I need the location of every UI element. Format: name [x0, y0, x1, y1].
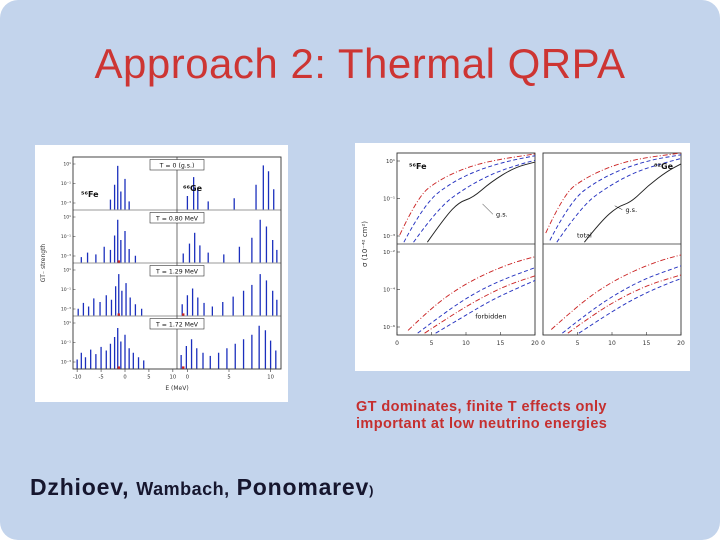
x-tick-label: -5: [98, 375, 103, 381]
cross-section-curve: [424, 275, 536, 334]
cross-section-curve: [413, 159, 536, 243]
temperature-label-box: [149, 159, 205, 171]
temperature-label: T = 1.72 MeV: [155, 321, 199, 328]
x-tick-label: 5: [576, 340, 580, 347]
panel-annotation: total: [577, 232, 592, 240]
x-tick-label: 0: [541, 340, 545, 347]
caption-line-2: important at low neutrino energies: [356, 416, 608, 433]
y-tick-label: 10⁻¹: [61, 181, 71, 187]
y-tick-label: 10⁻³: [61, 307, 71, 313]
y-tick-label: 10⁻²: [383, 249, 395, 256]
red-marker: [117, 366, 120, 369]
caption-text: GT dominates, finite T effects only impo…: [356, 399, 607, 433]
y-tick-label: 10¹: [63, 268, 71, 274]
cross-section-curve: [567, 274, 682, 334]
cross-section-curve: [407, 256, 536, 331]
panel-annotation: g.s.: [496, 211, 508, 219]
temperature-label: T = 0 (g.s.): [159, 162, 195, 169]
y-tick-label: 10⁻⁴: [383, 286, 395, 293]
slide-title: Approach 2: Thermal QRPA: [94, 40, 626, 87]
y-tick-label: 10⁻¹: [61, 340, 71, 346]
y-tick-label: 10¹: [386, 158, 395, 165]
cross-section-curve: [584, 163, 682, 243]
y-axis-label: GT₋ strength: [40, 244, 47, 283]
y-tick-label: 10¹: [63, 162, 71, 168]
cross-section-curve: [403, 155, 536, 243]
cross-section-curve: [550, 254, 682, 330]
isotope-label-fe56: ⁵⁶Fe: [81, 190, 99, 199]
y-tick-label: 10⁻⁶: [383, 324, 395, 331]
cross-section-curve: [549, 154, 682, 241]
red-marker: [182, 366, 185, 369]
x-tick-label: 15: [643, 340, 651, 347]
x-tick-label: 20: [677, 340, 685, 347]
x-tick-label: 0: [123, 375, 126, 381]
x-tick-label: 5: [227, 375, 230, 381]
x-tick-label: 15: [497, 340, 505, 347]
y-axis-label: σ (10⁻⁴² cm²): [361, 221, 369, 267]
cross-section-figure: 10¹ 10⁻¹ 10⁻³ 10⁻² 10⁻⁴ 10⁻⁶ 0 5 10 15 20 0 5 10 15 20 σ…: [355, 143, 690, 371]
x-tick-label: 0: [186, 375, 189, 381]
gt-strength-figure: 10¹ 10⁻¹ 10⁻³ T = 0 (g.s.) 10¹ 10⁻¹ 10⁻³ T = 0.…: [35, 145, 288, 402]
x-tick-label: 5: [430, 340, 434, 347]
credit-author-dzhioev: Dzhioev,: [30, 474, 130, 500]
y-tick-label: 10⁻¹: [61, 234, 71, 240]
red-marker: [117, 313, 120, 316]
temperature-label: T = 0.80 MeV: [155, 215, 199, 222]
x-tick-label: 10: [462, 340, 470, 347]
caption-line-1: GT dominates, finite T effects only: [356, 399, 607, 415]
red-marker: [182, 313, 185, 316]
cross-section-curve: [578, 278, 682, 334]
x-tick-label: -10: [73, 375, 81, 381]
x-axis-label: E (MeV): [165, 385, 188, 392]
y-tick-label: 10⁻³: [61, 254, 71, 260]
panel-annotation: g.s.: [625, 206, 637, 214]
credit-author-wambach: Wambach,: [136, 479, 230, 499]
temperature-label: T = 1.29 MeV: [155, 268, 199, 275]
y-tick-label: 10⁻³: [383, 233, 395, 240]
y-tick-label: 10⁻³: [61, 201, 71, 207]
cross-section-curve: [426, 161, 536, 243]
x-tick-label: 10: [608, 340, 616, 347]
isotope-label: ⁸²Ge: [654, 162, 674, 171]
cross-section-curve: [399, 153, 536, 236]
credit-line: Dzhioev, Wambach, Ponomarev): [30, 474, 373, 501]
cross-section-curve: [556, 158, 682, 243]
x-tick-label: 10: [170, 375, 177, 381]
panel-annotation: forbidden: [475, 313, 506, 321]
annotation-arrow: [614, 205, 623, 210]
temperature-label-box: [149, 212, 205, 224]
isotope-label-ge66: ⁶⁶Ge: [183, 184, 203, 193]
cross-section-curve: [562, 265, 682, 334]
temperature-label-box: [149, 318, 205, 330]
y-tick-label: 10⁻¹: [61, 287, 71, 293]
gt-strength-figure-svg: 10¹ 10⁻¹ 10⁻³ T = 0 (g.s.) 10¹ 10⁻¹ 10⁻³ T = 0.…: [40, 156, 282, 392]
red-marker: [117, 260, 120, 263]
x-tick-label: 10: [267, 375, 274, 381]
y-tick-label: 10¹: [63, 215, 71, 221]
x-tick-label: 5: [147, 375, 150, 381]
y-tick-label: 10¹: [63, 321, 71, 327]
temperature-label-box: [149, 265, 205, 277]
credit-paren: ): [369, 483, 374, 498]
y-tick-label: 10⁻¹: [383, 195, 395, 202]
y-tick-label: 10⁻³: [61, 360, 71, 366]
x-tick-label: 20: [531, 340, 539, 347]
credit-author-ponomarev: Ponomarev: [236, 474, 370, 500]
cross-section-curve: [435, 279, 536, 334]
annotation-arrow: [482, 203, 494, 215]
x-tick-label: 0: [395, 340, 399, 347]
cross-section-curve: [545, 152, 682, 234]
isotope-label: ⁵⁶Fe: [409, 162, 427, 171]
